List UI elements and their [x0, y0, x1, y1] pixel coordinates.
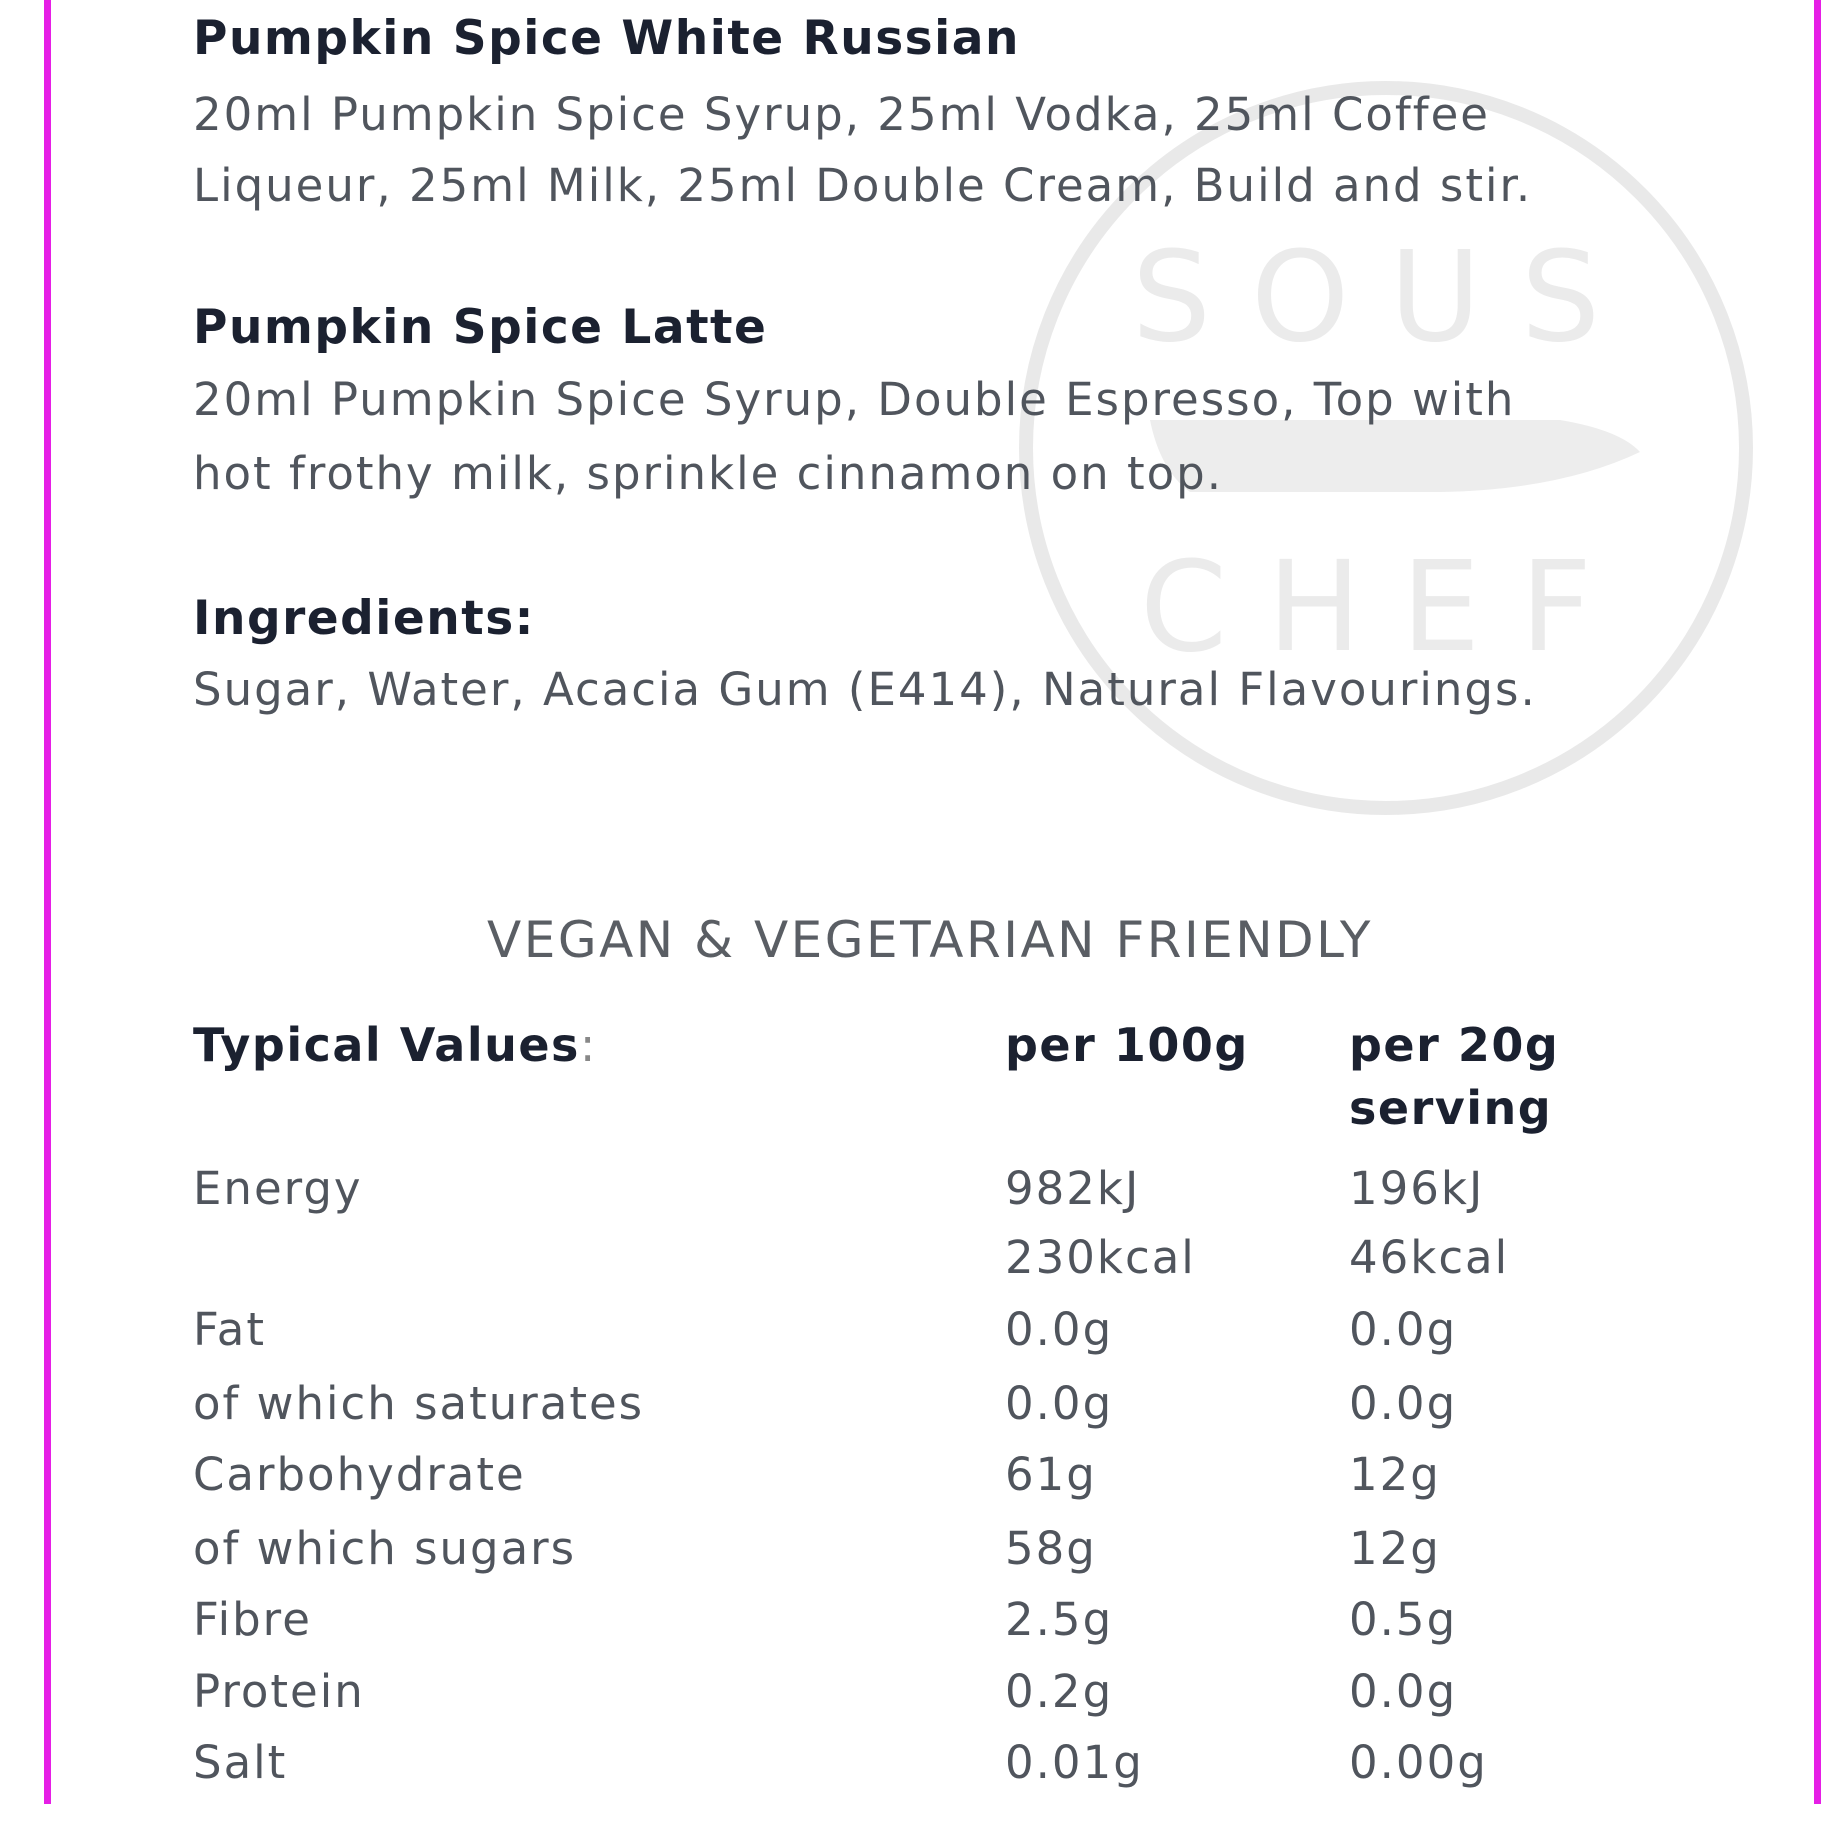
- col-serving-header-2: serving: [1349, 1081, 1553, 1135]
- nutrition-cell-name: Salt: [193, 1736, 288, 1789]
- recipe-text: hot frothy milk, sprinkle cinnamon on to…: [193, 447, 1224, 500]
- col-serving-header: per 20g: [1349, 1018, 1560, 1072]
- nutrition-cell-per100: 2.5g: [1005, 1593, 1114, 1646]
- recipe-title: Pumpkin Spice Latte: [193, 300, 768, 355]
- typical-values-label: Typical Values: [193, 1018, 580, 1072]
- watermark-circle: [1019, 81, 1753, 815]
- nutrition-header: Typical Values:: [193, 1010, 597, 1080]
- nutrition-cell-serving: 0.00g: [1349, 1736, 1488, 1789]
- nutrition-cell-name: Fibre: [193, 1593, 312, 1646]
- nutrition-cell-name: Carbohydrate: [193, 1448, 526, 1501]
- nutrition-cell-name: Fat: [193, 1303, 266, 1356]
- nutrition-cell-name: Energy: [193, 1162, 363, 1215]
- nutrition-cell-per100: 982kJ: [1005, 1162, 1141, 1215]
- nutrition-cell-per100: 58g: [1005, 1522, 1097, 1575]
- nutrition-cell-per100: 0.0g: [1005, 1303, 1114, 1356]
- watermark-chef: CHEF: [1140, 535, 1632, 680]
- ingredients-text: Sugar, Water, Acacia Gum (E414), Natural…: [193, 663, 1537, 716]
- nutrition-cell-name: of which sugars: [193, 1522, 577, 1575]
- nutrition-cell-serving: 12g: [1349, 1522, 1441, 1575]
- watermark-sous: SOUS: [1132, 225, 1641, 370]
- right-border: [1814, 0, 1821, 1804]
- knife-icon: [1150, 420, 1640, 492]
- nutrition-cell-serving: 0.0g: [1349, 1377, 1458, 1430]
- nutrition-cell-serving: 46kcal: [1349, 1231, 1510, 1284]
- nutrition-cell-serving: 196kJ: [1349, 1162, 1485, 1215]
- nutrition-cell-per100: 0.2g: [1005, 1665, 1114, 1718]
- nutrition-cell-name: Protein: [193, 1665, 365, 1718]
- ingredients-label: Ingredients:: [193, 591, 535, 646]
- header-colon: :: [579, 1018, 597, 1072]
- recipe-text: 20ml Pumpkin Spice Syrup, 25ml Vodka, 25…: [193, 88, 1490, 141]
- nutrition-cell-serving: 0.0g: [1349, 1303, 1458, 1356]
- col-per100-header: per 100g: [1005, 1018, 1249, 1072]
- nutrition-cell-per100: 230kcal: [1005, 1231, 1196, 1284]
- nutrition-cell-name: of which saturates: [193, 1377, 645, 1430]
- recipe-title: Pumpkin Spice White Russian: [193, 11, 1020, 66]
- nutrition-cell-serving: 12g: [1349, 1448, 1441, 1501]
- nutrition-cell-per100: 61g: [1005, 1448, 1097, 1501]
- recipe-text: 20ml Pumpkin Spice Syrup, Double Espress…: [193, 373, 1516, 426]
- nutrition-cell-serving: 0.0g: [1349, 1665, 1458, 1718]
- left-border: [44, 0, 51, 1804]
- nutrition-cell-per100: 0.0g: [1005, 1377, 1114, 1430]
- vegan-badge: VEGAN & VEGETARIAN FRIENDLY: [487, 911, 1373, 969]
- recipe-text: Liqueur, 25ml Milk, 25ml Double Cream, B…: [193, 159, 1533, 212]
- nutrition-cell-serving: 0.5g: [1349, 1593, 1458, 1646]
- nutrition-cell-per100: 0.01g: [1005, 1736, 1144, 1789]
